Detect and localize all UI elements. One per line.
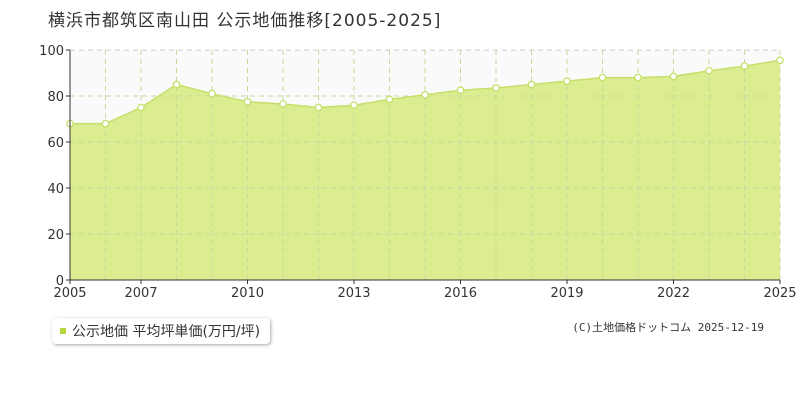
y-tick-0: 0 (56, 274, 64, 289)
x-tick-2005: 2005 (53, 286, 86, 301)
y-tick-20: 20 (47, 228, 64, 243)
data-point-2018 (527, 80, 536, 89)
data-point-2023 (705, 66, 713, 75)
data-point-2019 (563, 77, 571, 85)
y-tick-labels: 0 20 40 60 80 100 (39, 44, 64, 289)
data-point-2011 (279, 100, 287, 108)
y-tick-100: 100 (39, 44, 64, 59)
x-tick-2019: 2019 (550, 286, 583, 301)
data-point-2015 (421, 91, 429, 99)
x-tick-2025: 2025 (763, 286, 796, 301)
x-tick-2016: 2016 (444, 286, 477, 301)
data-point-2020 (598, 73, 607, 82)
x-tick-2022: 2022 (657, 286, 690, 301)
legend-label: 公示地価 平均坪単価(万円/坪) (72, 324, 261, 340)
credit-text: (C)土地価格ドットコム 2025-12-19 (572, 321, 764, 334)
data-point-2009 (208, 89, 216, 98)
data-point-2022 (669, 72, 678, 81)
data-point-2017 (492, 84, 500, 92)
y-tick-60: 60 (47, 136, 64, 151)
chart-title: 横浜市都筑区南山田 公示地価推移[2005-2025] (48, 11, 442, 31)
legend: 公示地価 平均坪単価(万円/坪) (52, 318, 271, 344)
axes (66, 49, 781, 284)
data-point-2025 (776, 56, 784, 65)
data-points (66, 56, 784, 128)
data-point-2012 (314, 103, 323, 112)
data-point-2014 (385, 95, 394, 104)
x-tick-2007: 2007 (124, 286, 157, 301)
data-point-2016 (456, 86, 465, 95)
data-point-2008 (172, 80, 181, 89)
x-tick-2010: 2010 (231, 286, 264, 301)
data-point-2010 (243, 97, 252, 106)
x-tick-2013: 2013 (337, 286, 370, 301)
data-point-2024 (740, 62, 749, 70)
x-tick-labels: 2005 2007 2010 2013 2016 2019 2022 2025 (53, 286, 796, 301)
y-tick-40: 40 (47, 182, 64, 197)
y-tick-80: 80 (47, 90, 64, 105)
data-point-2007 (137, 103, 145, 112)
data-point-2021 (634, 73, 642, 82)
legend-swatch (60, 328, 66, 334)
data-point-2006 (101, 119, 110, 128)
data-point-2013 (350, 101, 358, 110)
